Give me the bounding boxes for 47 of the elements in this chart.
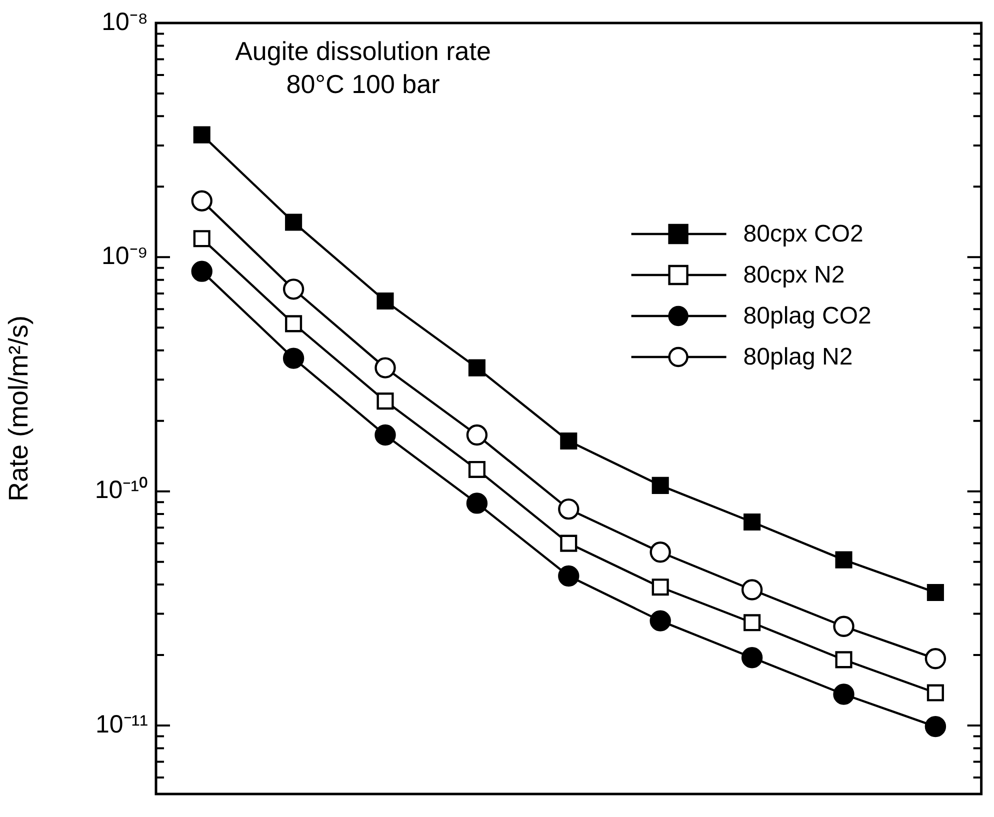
point	[468, 359, 486, 376]
point	[652, 476, 669, 494]
point	[744, 614, 761, 632]
point	[650, 542, 671, 563]
point	[285, 214, 302, 231]
point	[466, 492, 488, 514]
y-tick-label: 10⁻¹¹	[96, 710, 148, 738]
point	[924, 648, 946, 670]
legend-label: 80cpx CO2	[743, 220, 864, 248]
point	[744, 513, 761, 530]
legend-label: 80cpx N2	[743, 262, 845, 289]
point	[835, 651, 852, 668]
text: Augite dissolution rate	[235, 36, 491, 66]
point	[193, 126, 210, 144]
point	[835, 551, 852, 568]
y-tick-label: 10⁻¹⁰	[94, 476, 148, 504]
point	[374, 357, 396, 378]
y-tick-label: 10⁻⁸	[102, 8, 148, 36]
point	[191, 190, 212, 212]
point	[926, 584, 944, 601]
point	[741, 579, 763, 600]
point	[833, 684, 854, 705]
point	[924, 716, 946, 738]
point	[468, 460, 486, 478]
point	[466, 424, 488, 446]
point	[374, 424, 396, 446]
point	[926, 684, 944, 702]
legend-label: 80plag N2	[743, 344, 853, 371]
point	[376, 292, 394, 310]
legend-label: 80plag CO2	[743, 302, 872, 330]
y-tick-label: 10⁻⁹	[101, 242, 148, 270]
point	[285, 315, 302, 332]
point	[193, 230, 210, 248]
point	[558, 498, 580, 520]
point	[741, 647, 763, 668]
point	[560, 534, 578, 552]
point	[833, 616, 854, 638]
point	[558, 565, 580, 587]
y-axis-title: Rate (mol/m²/s)	[4, 315, 34, 502]
point	[191, 260, 212, 282]
point	[376, 392, 394, 410]
point	[652, 578, 669, 596]
point	[560, 432, 578, 450]
text: 80°C 100 bar	[286, 69, 440, 100]
point	[650, 610, 671, 632]
point	[282, 278, 304, 300]
point	[282, 348, 304, 369]
